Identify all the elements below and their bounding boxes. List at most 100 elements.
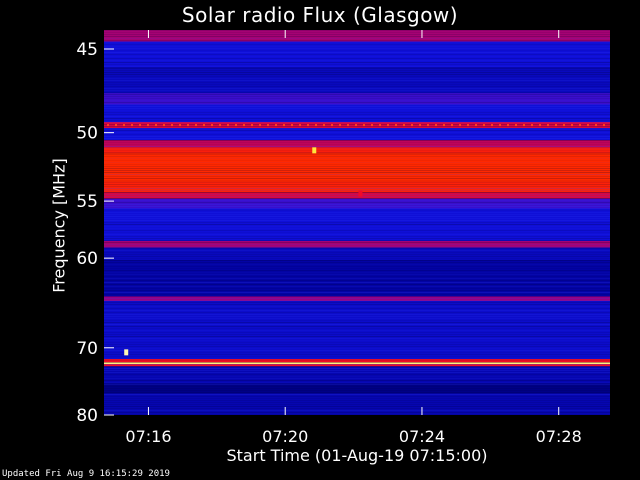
texture-line	[104, 266, 610, 267]
bright-spot-0	[124, 349, 129, 356]
texture-line	[104, 60, 610, 61]
bright-spots	[124, 147, 363, 356]
x-tick-label: 07:28	[536, 427, 582, 446]
frequency-band-16	[104, 260, 610, 297]
y-tick-label: 45	[76, 40, 98, 60]
texture-line	[104, 154, 610, 155]
texture-line	[104, 138, 610, 139]
dotted-band-mark	[395, 124, 397, 127]
texture-line	[104, 304, 610, 305]
texture-line	[104, 224, 610, 225]
dotted-band-mark	[571, 124, 573, 127]
texture-line	[104, 62, 610, 63]
texture-line	[104, 368, 610, 369]
texture-line	[104, 258, 610, 259]
texture-line	[104, 178, 610, 179]
texture-line	[104, 262, 610, 263]
frequency-band-25	[104, 393, 610, 415]
texture-line	[104, 158, 610, 159]
texture-line	[104, 236, 610, 237]
texture-line	[104, 306, 610, 307]
texture-line	[104, 132, 610, 133]
texture-line	[104, 42, 610, 43]
texture-line	[104, 186, 610, 187]
texture-line	[104, 292, 610, 293]
dotted-band-mark	[347, 124, 349, 127]
dotted-band-mark	[307, 124, 309, 127]
texture-line	[104, 288, 610, 289]
texture-line	[104, 112, 610, 113]
texture-line	[104, 392, 610, 393]
texture-line	[104, 260, 610, 261]
dotted-band-mark	[491, 124, 493, 127]
dotted-band-mark	[371, 124, 373, 127]
dotted-band-mark	[427, 124, 429, 127]
x-axis-ticks: 07:16 07:20 07:24 07:28	[125, 30, 582, 446]
dotted-band-mark	[131, 124, 133, 127]
dotted-band-mark	[411, 124, 413, 127]
dotted-band-mark	[459, 124, 461, 127]
dotted-band-mark	[275, 124, 277, 127]
texture-line	[104, 146, 610, 147]
texture-line	[104, 126, 610, 127]
texture-line	[104, 188, 610, 189]
updated-timestamp: Updated Fri Aug 9 16:15:29 2019	[2, 469, 170, 479]
texture-line	[104, 208, 610, 209]
texture-line	[104, 176, 610, 177]
texture-line	[104, 104, 610, 105]
texture-line	[104, 88, 610, 89]
texture-line	[104, 90, 610, 91]
texture-line	[104, 302, 610, 303]
dotted-band-mark	[339, 124, 341, 127]
texture-line	[104, 116, 610, 117]
texture-line	[104, 222, 610, 223]
texture-line	[104, 184, 610, 185]
texture-line	[104, 248, 610, 249]
dotted-band-mark	[235, 124, 237, 127]
texture-line	[104, 210, 610, 211]
dotted-band-mark	[467, 124, 469, 127]
dotted-band-mark	[203, 124, 205, 127]
x-axis-label: Start Time (01-Aug-19 07:15:00)	[226, 446, 488, 465]
frequency-band-12	[104, 198, 610, 209]
frequency-band-18	[104, 301, 610, 307]
dotted-band-mark	[259, 124, 261, 127]
texture-line	[104, 322, 610, 323]
texture-line	[104, 386, 610, 387]
texture-line	[104, 294, 610, 295]
texture-line	[104, 66, 610, 67]
texture-line	[104, 276, 610, 277]
texture-line	[104, 212, 610, 213]
texture-line	[104, 330, 610, 331]
texture-line	[104, 192, 610, 193]
y-tick-label: 80	[76, 406, 98, 426]
texture-line	[104, 98, 610, 99]
texture-line	[104, 198, 610, 199]
frequency-band-21	[104, 362, 610, 365]
texture-line	[104, 274, 610, 275]
texture-line	[104, 102, 610, 103]
texture-line	[104, 232, 610, 233]
texture-line	[104, 346, 610, 347]
dotted-band-mark	[507, 124, 509, 127]
texture-line	[104, 334, 610, 335]
dotted-band-mark	[403, 124, 405, 127]
texture-line	[104, 380, 610, 381]
texture-line	[104, 272, 610, 273]
texture-line	[104, 190, 610, 191]
texture-line	[104, 402, 610, 403]
dotted-band-mark	[331, 124, 333, 127]
texture-line	[104, 220, 610, 221]
texture-line	[104, 148, 610, 149]
texture-line	[104, 238, 610, 239]
texture-line	[104, 54, 610, 55]
texture-line	[104, 230, 610, 231]
dotted-band-mark	[523, 124, 525, 127]
y-tick-label: 60	[76, 249, 98, 269]
frequency-band-22	[104, 364, 610, 367]
texture-line	[104, 350, 610, 351]
bright-spot-2	[358, 190, 363, 197]
texture-line	[104, 296, 610, 297]
dotted-band-mark	[299, 124, 301, 127]
